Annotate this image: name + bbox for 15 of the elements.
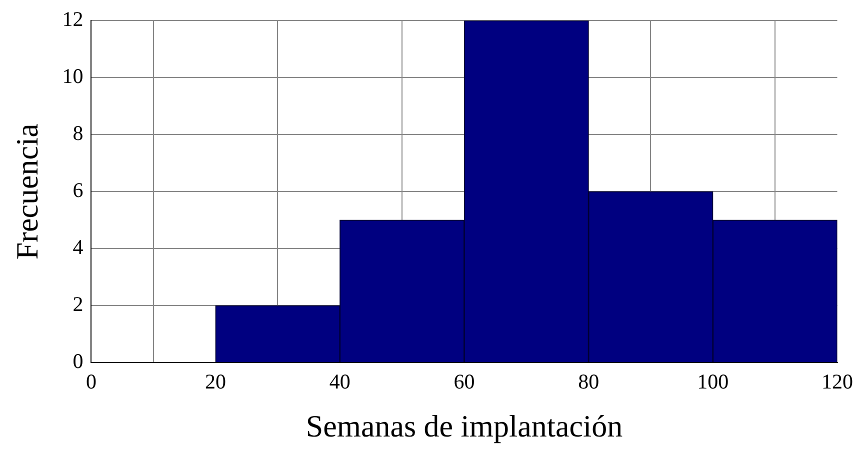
x-tick-label: 60 (454, 370, 475, 394)
y-axis-title: Frecuencia (10, 123, 45, 260)
x-tick-label: 40 (329, 370, 350, 394)
x-tick-label: 20 (205, 370, 226, 394)
x-tick-label: 100 (697, 370, 729, 394)
y-tick-label: 10 (62, 64, 84, 88)
y-tick-label: 6 (72, 178, 84, 202)
x-tick-label: 80 (578, 370, 600, 394)
x-axis-title: Semanas de implantación (306, 408, 624, 444)
y-tick-label: 12 (62, 7, 84, 32)
x-tick-label: 120 (822, 370, 853, 394)
y-tick-label: 4 (72, 235, 84, 260)
y-tick-label: 8 (72, 121, 84, 146)
y-tick-label: 2 (72, 292, 84, 316)
y-tick-label: 0 (72, 349, 84, 374)
